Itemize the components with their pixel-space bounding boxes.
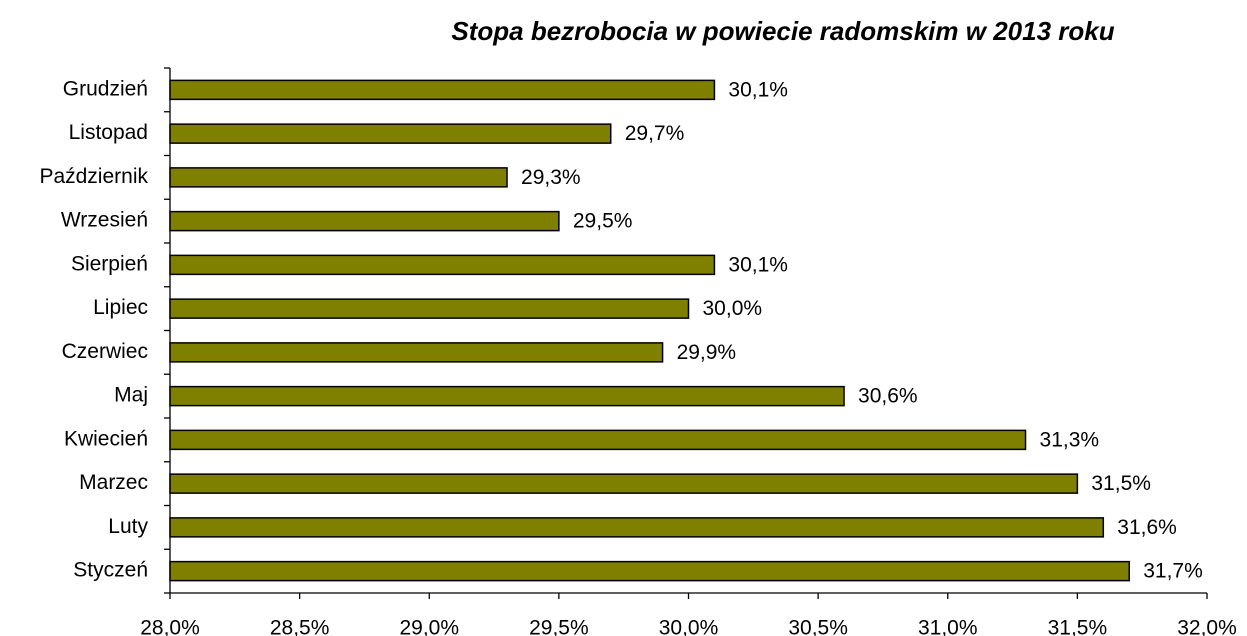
y-tick-label: Luty [108,515,148,538]
bar [169,473,1079,494]
x-tick-label: 29,5% [529,617,589,636]
data-label: 30,0% [703,297,763,320]
x-tick-label: 31,0% [918,617,978,636]
data-label: 29,9% [677,341,737,364]
bar [169,517,1105,538]
x-tick-label: 28,5% [270,617,330,636]
x-tick-label: 31,5% [1048,617,1108,636]
bar [169,254,716,276]
bar [169,385,845,407]
bar [169,79,716,101]
data-label: 31,5% [1091,472,1151,495]
y-tick-label: Październik [39,165,148,188]
x-tick-label: 32,0% [1177,617,1237,636]
data-label: 30,1% [728,253,788,276]
x-tick-label: 29,0% [399,617,459,636]
bar [169,560,1130,582]
y-tick-label: Czerwiec [62,340,148,363]
y-tick-label: Wrzesień [61,209,148,232]
x-tick-label: 30,0% [659,617,719,636]
bar [169,167,508,188]
data-label: 29,7% [625,122,685,145]
bar [169,123,612,144]
chart-title: Stopa bezrobocia w powiecie radomskim w … [451,16,1114,46]
data-label: 29,5% [573,210,633,233]
y-tick-label: Grudzień [63,77,148,100]
y-tick-label: Marzec [79,471,148,494]
bar [169,429,1027,451]
y-tick-label: Sierpień [71,252,148,275]
data-label: 31,3% [1040,428,1100,451]
y-tick-label: Listopad [69,121,148,144]
bar [169,342,664,363]
bar [169,210,560,232]
x-tick-label: 30,5% [788,617,848,636]
data-label: 30,6% [858,385,918,408]
y-tick-label: Kwiecień [64,427,148,450]
x-tick-label: 28,0% [140,617,200,636]
y-tick-label: Maj [114,384,148,407]
data-label: 31,7% [1143,560,1203,583]
bar [169,298,690,319]
y-tick-label: Lipiec [93,296,148,319]
y-tick-label: Styczeń [73,559,148,582]
data-label: 30,1% [728,78,788,101]
data-label: 29,3% [521,166,581,189]
data-label: 31,6% [1117,516,1177,539]
